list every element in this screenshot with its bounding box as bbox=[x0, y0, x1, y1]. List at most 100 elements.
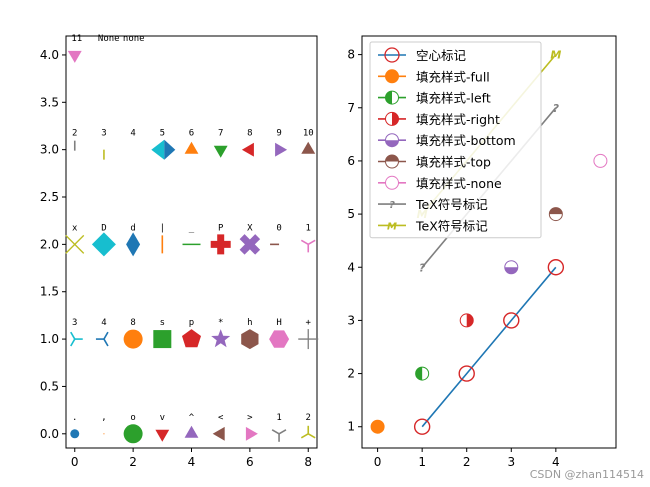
legend-marker bbox=[384, 47, 400, 63]
marker-label: v bbox=[160, 413, 165, 423]
marker-point bbox=[239, 234, 261, 255]
data-point: ? bbox=[419, 261, 426, 274]
y-tick-label: 2.0 bbox=[40, 237, 59, 251]
marker-label: 11 bbox=[71, 34, 82, 44]
marker-point bbox=[301, 141, 316, 154]
legend-entry: 填充样式-bottom bbox=[378, 133, 516, 148]
marker-label: d bbox=[130, 223, 135, 233]
marker-point bbox=[275, 142, 288, 157]
legend-label: 填充样式-right bbox=[416, 112, 500, 127]
y-tick-label: 1.5 bbox=[40, 285, 59, 299]
series-5 bbox=[548, 207, 563, 222]
marker-label: 7 bbox=[218, 129, 223, 139]
y-tick-label: 1.0 bbox=[40, 332, 59, 346]
marker-label: | bbox=[160, 223, 165, 233]
marker-shape bbox=[151, 139, 165, 160]
marker-label: 4 bbox=[101, 318, 106, 328]
marker-stroke bbox=[271, 429, 280, 435]
marker-label: 9 bbox=[276, 129, 281, 139]
legend-label: 填充样式-left bbox=[416, 91, 491, 106]
marker-point bbox=[211, 329, 231, 348]
marker-label: 3 bbox=[101, 129, 106, 139]
data-point-half bbox=[415, 367, 423, 381]
marker-point bbox=[123, 329, 143, 349]
y-tick-label: 0.0 bbox=[40, 427, 59, 441]
marker-shape bbox=[239, 234, 261, 255]
marker-label: s bbox=[160, 318, 165, 328]
y-tick-label: 7 bbox=[347, 101, 355, 115]
data-point-half bbox=[385, 155, 399, 162]
marker-point bbox=[241, 329, 259, 350]
marker-label: o bbox=[130, 413, 135, 423]
marker-label: + bbox=[306, 318, 312, 328]
y-tick-label: 8 bbox=[347, 48, 355, 62]
marker-point bbox=[245, 426, 258, 441]
marker-label: 3 bbox=[72, 318, 77, 328]
marker-point bbox=[213, 145, 228, 158]
y-tick-label: 4 bbox=[347, 260, 355, 274]
marker-point bbox=[67, 50, 82, 63]
marker-stroke bbox=[65, 234, 85, 254]
series-3 bbox=[459, 313, 474, 328]
marker-label: H bbox=[276, 318, 281, 328]
marker-stroke bbox=[300, 433, 309, 439]
marker-label: 5 bbox=[160, 129, 165, 139]
series-line bbox=[421, 266, 557, 428]
marker-label: * bbox=[218, 318, 223, 328]
marker-point bbox=[212, 426, 225, 441]
legend-entry: 空心标记 bbox=[378, 47, 467, 63]
legend-entry: 填充样式-top bbox=[378, 154, 491, 170]
marker-label: , bbox=[101, 413, 106, 423]
legend-entry: M TeX符号标记 bbox=[378, 218, 488, 233]
marker-stroke bbox=[70, 331, 76, 340]
legend-marker: M bbox=[387, 221, 397, 232]
x-tick-label: 3 bbox=[507, 455, 515, 469]
legend-entry: 填充样式-left bbox=[378, 90, 491, 106]
y-tick-label: 2.5 bbox=[40, 190, 59, 204]
data-point: ? bbox=[553, 102, 560, 115]
marker-point bbox=[210, 234, 231, 255]
marker-label: > bbox=[247, 413, 253, 423]
marker-point bbox=[269, 330, 290, 348]
marker-label: x bbox=[72, 223, 78, 233]
y-tick-label: 4.0 bbox=[40, 48, 59, 62]
marker-point bbox=[298, 329, 319, 350]
data-point bbox=[458, 365, 475, 382]
marker-shape bbox=[164, 139, 176, 160]
marker-label: 1 bbox=[306, 223, 311, 233]
y-tick-label: 3 bbox=[347, 313, 355, 327]
x-tick-label: 2 bbox=[463, 455, 471, 469]
marker-stroke bbox=[278, 429, 287, 435]
marker-label: 1 bbox=[276, 413, 281, 423]
marker-label: . bbox=[72, 413, 77, 423]
marker-label: 8 bbox=[130, 318, 135, 328]
legend-label: 填充样式-full bbox=[416, 69, 490, 84]
legend-label: 填充样式-none bbox=[416, 176, 502, 191]
x-tick-label: 8 bbox=[304, 455, 312, 469]
series-1 bbox=[370, 419, 385, 434]
marker-label: D bbox=[101, 223, 106, 233]
marker-stroke bbox=[300, 239, 309, 246]
marker-label: 2 bbox=[72, 129, 77, 139]
marker-point bbox=[70, 429, 80, 439]
marker-label: ^ bbox=[189, 413, 195, 423]
legend-label: 空心标记 bbox=[416, 48, 467, 63]
marker-label: 6 bbox=[189, 129, 194, 139]
legend-marker: ? bbox=[389, 200, 395, 211]
x-tick-label: 4 bbox=[188, 455, 196, 469]
series-4 bbox=[504, 260, 519, 275]
marker-point bbox=[95, 331, 109, 347]
legend-box bbox=[369, 41, 542, 239]
data-point bbox=[385, 175, 399, 190]
marker-point bbox=[91, 232, 116, 257]
data-point-half bbox=[385, 91, 392, 105]
legend-label: TeX符号标记 bbox=[415, 218, 488, 233]
marker-label: 0 bbox=[276, 223, 281, 233]
marker-point bbox=[151, 139, 176, 160]
marker-stroke bbox=[307, 239, 316, 246]
series-2 bbox=[415, 366, 430, 381]
marker-label: none bbox=[123, 34, 145, 44]
marker-point bbox=[300, 239, 316, 253]
y-tick-label: 6 bbox=[347, 154, 355, 168]
y-tick-label: 3.0 bbox=[40, 143, 59, 157]
